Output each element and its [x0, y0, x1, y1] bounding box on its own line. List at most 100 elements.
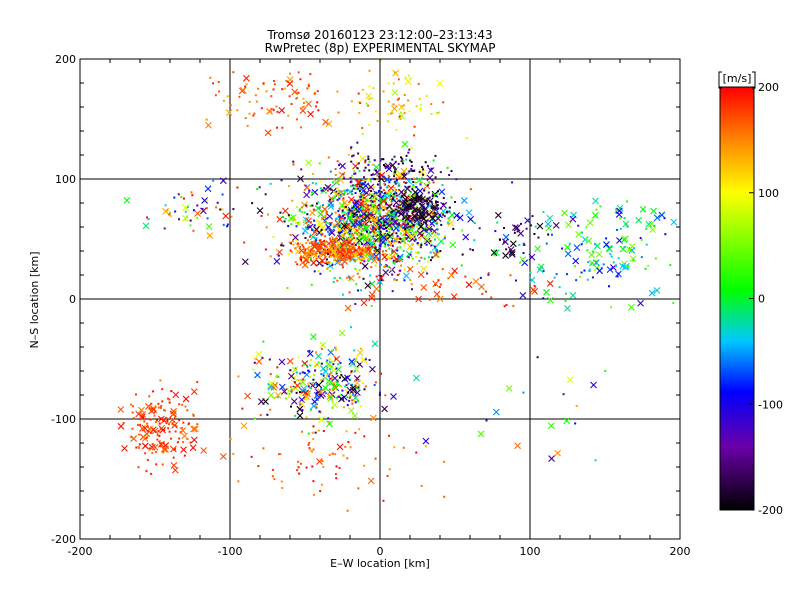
dot-marker: [248, 112, 251, 115]
dot-marker: [308, 392, 311, 395]
dot-marker: [430, 244, 433, 247]
dot-marker: [439, 171, 442, 174]
dot-marker: [349, 229, 352, 232]
cross-marker: [310, 402, 318, 410]
dot-marker: [396, 253, 399, 256]
cross-marker: [321, 205, 329, 213]
dot-marker: [299, 78, 302, 81]
dot-marker: [487, 273, 490, 276]
dot-marker: [308, 189, 311, 192]
dot-marker: [309, 221, 312, 224]
dot-marker: [349, 232, 352, 235]
y-axis-label: N–S location [km]: [28, 251, 41, 348]
dot-marker: [362, 207, 365, 210]
cross-marker: [572, 257, 580, 265]
dot-marker: [362, 226, 365, 229]
cross-marker: [319, 257, 326, 265]
dot-marker: [363, 196, 366, 199]
dot-marker: [343, 245, 346, 248]
dot-marker: [360, 203, 363, 206]
dot-marker: [378, 230, 381, 233]
dot-marker: [418, 228, 421, 231]
cross-marker: [338, 395, 345, 403]
cross-marker: [420, 265, 428, 273]
dot-marker: [349, 219, 352, 222]
cross-marker: [398, 112, 405, 120]
dot-marker: [357, 386, 360, 389]
dot-marker: [419, 209, 422, 212]
dot-marker: [300, 258, 303, 261]
dot-marker: [196, 216, 199, 219]
dot-marker: [136, 423, 139, 426]
dot-marker: [356, 289, 359, 292]
dot-marker: [291, 240, 294, 243]
dot-marker: [350, 233, 353, 236]
x-axis-label: E–W location [km]: [330, 557, 430, 570]
cross-marker: [256, 207, 264, 214]
dot-marker: [332, 224, 335, 227]
dot-marker: [404, 181, 407, 184]
dot-marker: [255, 100, 258, 103]
dot-marker: [414, 210, 417, 213]
dot-marker: [478, 227, 481, 230]
dot-marker: [374, 255, 377, 258]
dot-marker: [562, 393, 565, 396]
cross-marker: [417, 223, 425, 230]
cross-marker: [123, 197, 131, 204]
dot-marker: [357, 187, 360, 190]
dot-marker: [340, 263, 343, 266]
dot-marker: [359, 101, 362, 104]
dot-marker: [299, 255, 302, 258]
dot-marker: [331, 243, 334, 246]
dot-marker: [354, 172, 357, 175]
dot-marker: [335, 246, 338, 249]
dot-marker: [317, 201, 320, 204]
cross-marker: [563, 243, 571, 251]
cross-marker: [369, 414, 377, 422]
dot-marker: [232, 208, 235, 211]
dot-marker: [324, 252, 327, 255]
dot-marker: [390, 112, 393, 115]
dot-marker: [319, 241, 322, 244]
dot-marker: [305, 416, 308, 419]
cross-marker: [303, 191, 310, 199]
cross-marker: [371, 193, 379, 200]
dot-marker: [379, 245, 382, 248]
cross-marker: [190, 436, 198, 444]
dot-marker: [610, 255, 613, 258]
dot-marker: [616, 275, 619, 278]
dot-marker: [366, 230, 369, 233]
dot-marker: [380, 207, 383, 210]
cross-marker: [361, 224, 369, 231]
cross-marker: [205, 121, 212, 129]
cross-marker: [581, 236, 589, 243]
dot-marker: [334, 173, 337, 176]
dot-marker: [340, 231, 343, 234]
dot-marker: [301, 256, 304, 259]
cross-marker: [521, 259, 529, 267]
dot-marker: [302, 232, 305, 235]
dot-marker: [145, 470, 148, 473]
dot-marker: [348, 201, 351, 204]
dot-marker: [363, 257, 366, 260]
cross-marker: [306, 350, 314, 358]
dot-marker: [390, 164, 393, 167]
dot-marker: [373, 197, 376, 200]
dot-marker: [402, 212, 405, 215]
dot-marker: [372, 228, 375, 231]
dot-marker: [339, 385, 342, 388]
dot-marker: [395, 279, 398, 282]
dot-marker: [364, 179, 367, 182]
dot-marker: [407, 239, 410, 242]
dot-marker: [316, 398, 319, 401]
dot-marker: [418, 97, 421, 100]
cross-marker: [627, 303, 635, 311]
dot-marker: [160, 442, 163, 445]
dot-marker: [359, 261, 362, 264]
dot-marker: [156, 434, 159, 437]
cross-marker: [243, 74, 250, 82]
dot-marker: [428, 180, 431, 183]
dot-marker: [399, 240, 402, 243]
dot-marker: [404, 209, 407, 212]
dot-marker: [287, 395, 290, 398]
